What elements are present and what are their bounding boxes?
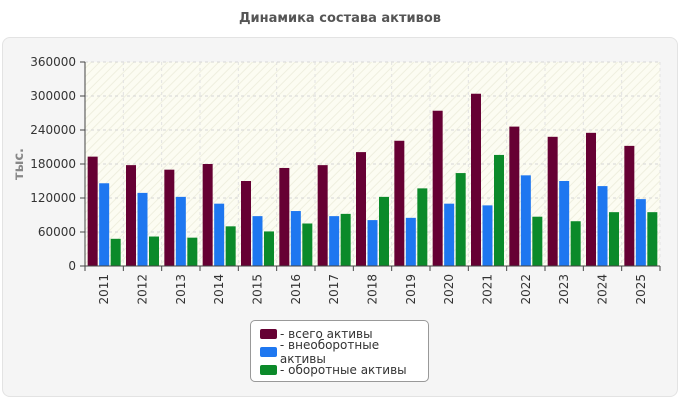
bar <box>570 221 581 266</box>
bar <box>417 188 428 266</box>
bars-group <box>87 93 658 266</box>
bar <box>609 212 619 266</box>
legend-label-current: - оборотные активы <box>280 363 407 377</box>
bar <box>175 196 186 266</box>
bar <box>340 213 351 266</box>
bar <box>137 192 148 266</box>
x-tick-label: 2014 <box>212 274 226 305</box>
bar <box>290 211 301 266</box>
x-tick-label: 2021 <box>481 274 495 305</box>
legend: - всего активы - внеоборотные активы - о… <box>250 320 429 382</box>
bar <box>432 110 443 266</box>
bar <box>635 199 646 266</box>
bar <box>586 132 596 266</box>
bar <box>202 164 213 266</box>
bar <box>214 203 225 266</box>
bar <box>444 203 455 266</box>
bar <box>99 183 110 266</box>
y-tick-label: 180000 <box>30 157 76 171</box>
y-tick-label: 120000 <box>30 191 76 205</box>
legend-label-noncurrent: - внеоборотные активы <box>279 338 380 366</box>
bar <box>379 196 389 266</box>
legend-item-current: - оборотные активы <box>260 361 428 379</box>
legend-swatch-total <box>260 329 277 339</box>
bar <box>241 181 251 266</box>
bar <box>279 167 290 266</box>
bar <box>597 186 608 266</box>
bar <box>126 165 136 266</box>
bar <box>455 173 466 266</box>
x-tick-label: 2022 <box>519 274 533 305</box>
x-tick-labels: 2011 2012 2013 2014 2015 2016 2017 2018 2019 2020… <box>97 274 648 305</box>
y-tick-label: 60000 <box>38 225 76 239</box>
bar <box>509 126 520 266</box>
bar <box>482 205 493 266</box>
bar <box>405 217 416 266</box>
x-tick-label: 2017 <box>327 274 341 305</box>
bar <box>164 169 175 266</box>
bar <box>317 165 328 266</box>
bar <box>547 136 558 266</box>
x-tick-label: 2011 <box>97 274 111 305</box>
bar <box>367 220 378 266</box>
legend-item-noncurrent: - внеоборотные активы <box>260 338 428 366</box>
legend-swatch-current <box>260 365 277 375</box>
bar <box>87 156 98 266</box>
bar <box>494 154 504 266</box>
bar <box>624 145 635 266</box>
y-tick-label: 240000 <box>30 123 76 137</box>
x-tick-label: 2025 <box>634 274 648 305</box>
bar <box>329 216 340 266</box>
bar <box>149 236 159 266</box>
x-tick-label: 2016 <box>289 274 303 305</box>
x-tick-label: 2015 <box>251 274 265 305</box>
chart-title: Динамика состава активов <box>238 11 442 26</box>
x-tick-label: 2013 <box>174 274 188 305</box>
bar <box>225 226 236 266</box>
bar <box>110 238 121 266</box>
y-tick-label: 360000 <box>30 55 76 69</box>
bar <box>394 140 405 266</box>
x-tick-label: 2023 <box>557 274 571 305</box>
legend-swatch-noncurrent <box>260 347 277 357</box>
axes-group <box>80 61 661 271</box>
x-tick-label: 2024 <box>596 274 610 305</box>
bar <box>559 181 570 266</box>
grid-lines <box>84 61 661 266</box>
bar <box>252 216 263 266</box>
bar <box>520 175 531 266</box>
x-tick-label: 2018 <box>366 274 380 305</box>
x-tick-label: 2012 <box>136 274 150 305</box>
legend-label-total: - всего активы <box>280 327 373 341</box>
y-tick-labels: 0 60000 120000 180000 240000 300000 360000 <box>30 55 76 273</box>
bar <box>532 216 543 266</box>
x-tick-label: 2019 <box>404 274 418 305</box>
y-axis-label: тыс. <box>12 148 27 180</box>
bar <box>302 223 313 266</box>
bar <box>647 212 658 266</box>
legend-item-total: - всего активы <box>260 325 428 343</box>
bar <box>264 231 274 266</box>
y-tick-label: 300000 <box>30 89 76 103</box>
bar <box>471 93 481 266</box>
bar <box>356 152 366 266</box>
y-tick-label: 0 <box>68 259 76 273</box>
bar <box>187 237 198 266</box>
x-tick-label: 2020 <box>442 274 456 305</box>
